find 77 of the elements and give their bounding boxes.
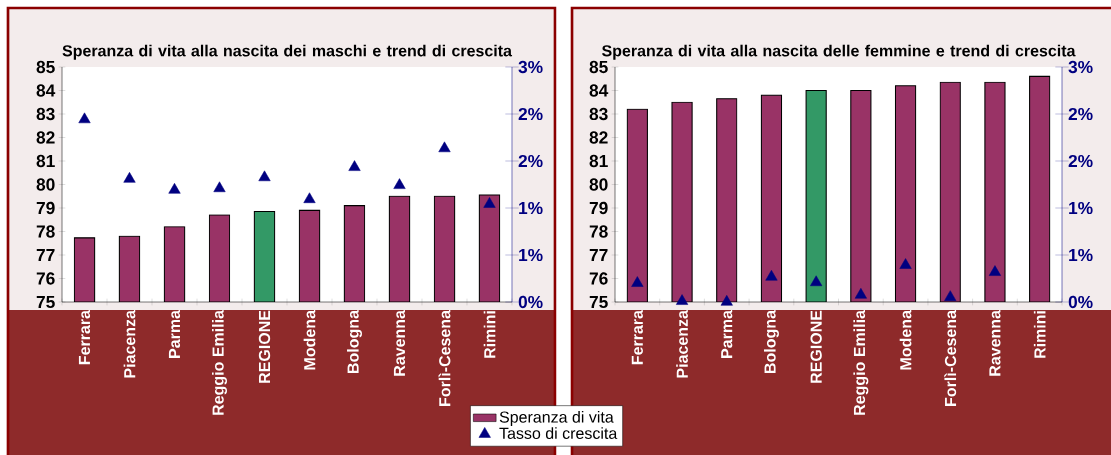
y2-tick-label: 1%	[519, 201, 543, 215]
y-tick-label: 83	[589, 107, 608, 121]
y2-tick-label: 2%	[518, 154, 543, 168]
legend-label: Tasso di crescita	[499, 427, 618, 439]
y-tick-label: 81	[589, 154, 608, 168]
y-tick-label: 79	[589, 201, 608, 215]
x-tick-label: Ferrara	[631, 309, 643, 365]
chart-title: Speranza di vita alla nascita dei maschi e trend di crescita	[62, 44, 513, 60]
x-tick-label: Ravenna	[989, 309, 1001, 376]
y-tick-label: 77	[36, 249, 55, 261]
y2-tick-label: 2%	[1068, 107, 1093, 121]
y2-tick-label: 2%	[1068, 154, 1093, 168]
point	[123, 172, 136, 183]
x-tick-label: Modena	[899, 309, 912, 370]
point	[720, 295, 733, 306]
point	[899, 258, 912, 269]
point	[944, 290, 957, 301]
point	[765, 270, 778, 281]
point	[258, 170, 271, 182]
x-tick-label: Forlì-Cesena	[944, 309, 957, 406]
y-tick-label: 82	[36, 131, 55, 144]
y-tick-label: 81	[36, 154, 55, 168]
y-tick-label: 79	[36, 201, 55, 215]
y-tick-label: 85	[589, 60, 608, 74]
y2-tick-label: 3%	[518, 60, 543, 74]
x-tick-label: Ferrara	[78, 309, 91, 365]
y-tick-label: 75	[36, 295, 55, 309]
x-tick-label: Rimini	[1033, 311, 1046, 358]
y-tick-label: 84	[36, 84, 56, 97]
y2-tick-label: 2%	[518, 107, 543, 121]
y-tick-label: 80	[589, 178, 608, 191]
point	[78, 112, 91, 124]
y-tick-label: 75	[589, 295, 608, 309]
y-tick-label: 84	[589, 84, 609, 97]
y-tick-label: 76	[589, 272, 608, 285]
point	[348, 160, 361, 171]
y-tick-label: 80	[36, 178, 55, 191]
x-tick-label: Reggio Emilia	[853, 309, 869, 415]
y2-tick-label: 3%	[1068, 60, 1093, 74]
x-tick-label: REGIONE	[810, 310, 822, 383]
point	[676, 294, 689, 305]
x-tick-label: Piacenza	[123, 309, 136, 378]
point	[303, 192, 316, 203]
y-tick-label: 77	[589, 249, 608, 261]
x-tick-label: Bologna	[763, 309, 779, 373]
x-tick-label: Forlì-Cesena	[438, 309, 451, 406]
point	[631, 276, 644, 287]
x-tick-label: Bologna	[347, 309, 362, 373]
x-tick-label: REGIONE	[258, 310, 271, 383]
point	[988, 265, 1001, 276]
x-tick-label: Modena	[303, 309, 316, 370]
x-tick-label: Parma	[168, 309, 181, 358]
x-tick-label: Reggio Emilia	[212, 309, 227, 415]
x-tick-label: Ravenna	[393, 309, 406, 376]
y2-tick-label: 0%	[518, 295, 543, 309]
x-tick-label: Rimini	[483, 311, 496, 358]
chart-title: Speranza di vita alla nascita delle femmine e trend di crescita	[601, 44, 1076, 60]
x-tick-label: Parma	[721, 309, 733, 358]
point	[810, 275, 823, 287]
legend-label: Speranza di vita	[499, 411, 614, 426]
y-tick-label: 83	[36, 107, 55, 121]
y2-tick-label: 0%	[1068, 295, 1093, 309]
point	[438, 141, 451, 153]
y-tick-label: 76	[36, 272, 55, 285]
point	[854, 288, 867, 299]
y-tick-label: 78	[589, 225, 608, 238]
point	[213, 181, 226, 193]
y-tick-label: 85	[36, 60, 55, 74]
point	[168, 183, 181, 194]
y-tick-label: 82	[589, 131, 608, 144]
y-tick-label: 78	[36, 225, 55, 238]
y2-tick-label: 1%	[1069, 248, 1093, 262]
point	[483, 197, 496, 208]
y2-tick-label: 1%	[1069, 201, 1093, 215]
x-tick-label: Piacenza	[676, 309, 688, 378]
point	[393, 178, 406, 189]
y2-tick-label: 1%	[519, 248, 543, 262]
